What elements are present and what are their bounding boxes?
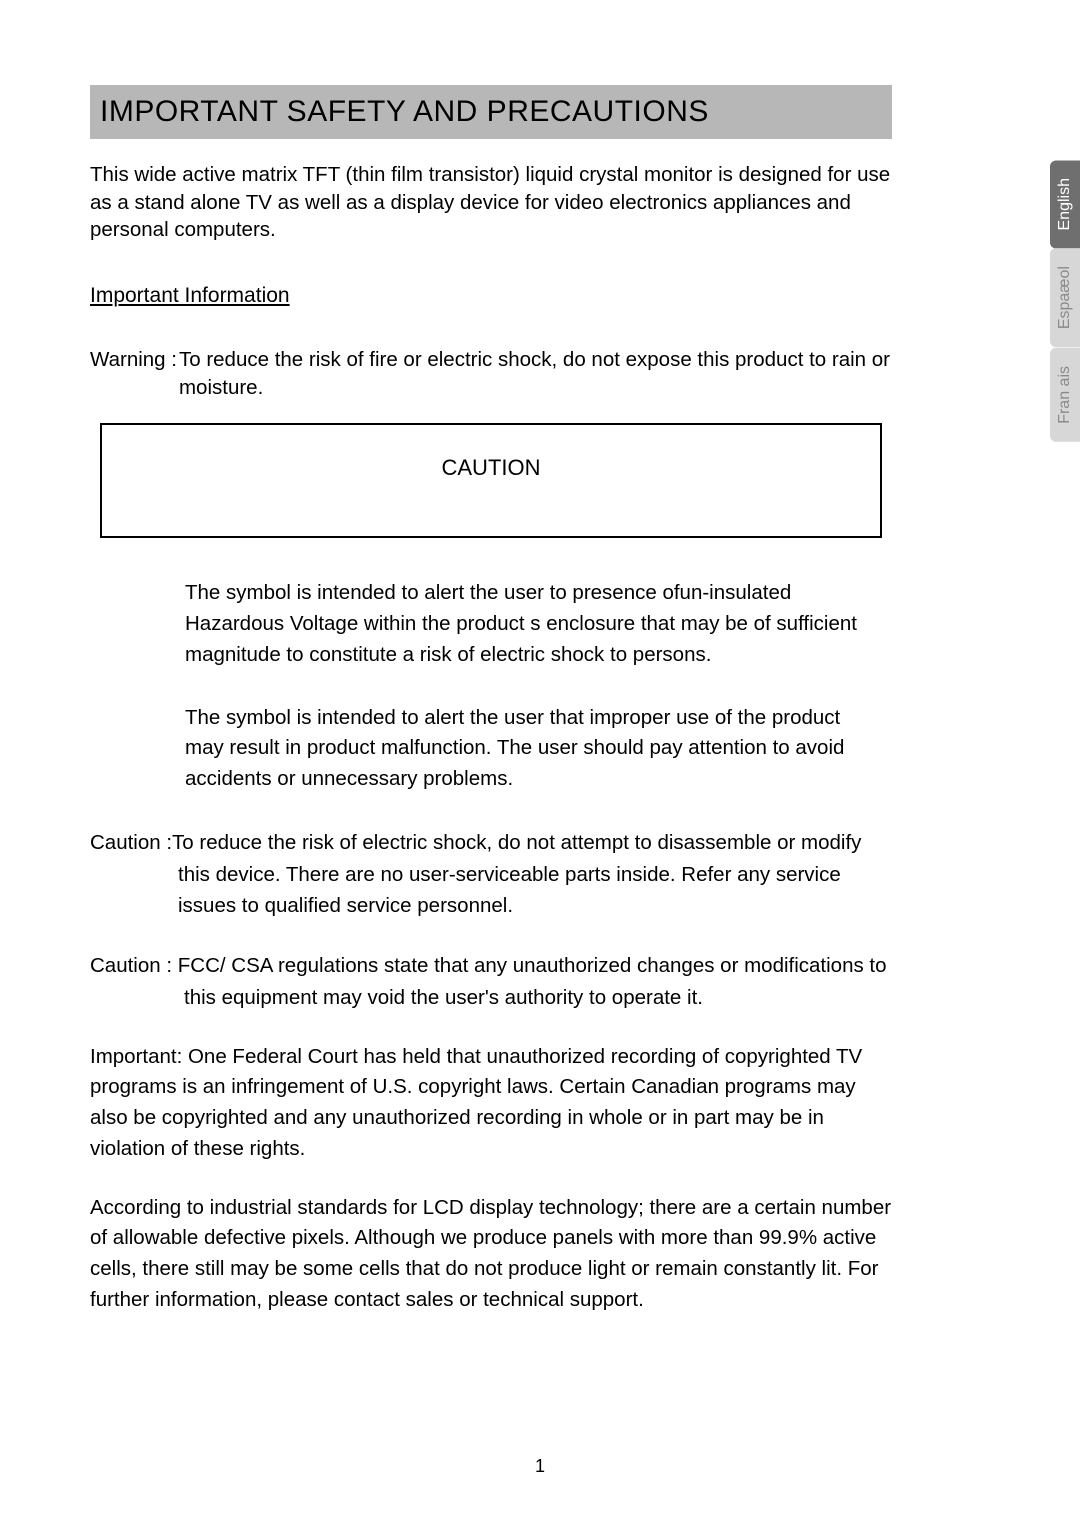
symbol-info-1: The symbol is intended to alert the user… (185, 578, 882, 670)
page-title: IMPORTANT SAFETY AND PRECAUTIONS (100, 95, 882, 129)
lang-tab-espanol[interactable]: Espaæol (1050, 248, 1080, 347)
title-bar: IMPORTANT SAFETY AND PRECAUTIONS (90, 85, 892, 139)
warning-text: To reduce the risk of fire or electric s… (179, 346, 892, 401)
caution-box: CAUTION (100, 423, 882, 538)
symbol-info-2: The symbol is intended to alert the user… (185, 703, 882, 795)
caution-paragraph-2: Caution : FCC/ CSA regulations state tha… (90, 950, 892, 1014)
warning-label: Warning : (90, 346, 179, 401)
lcd-note-paragraph: According to industrial standards for LC… (90, 1193, 892, 1316)
caution-box-label: CAUTION (442, 455, 541, 480)
important-paragraph: Important: One Federal Court has held th… (90, 1042, 892, 1165)
caution-2-text: Caution : FCC/ CSA regulations state tha… (90, 950, 892, 1014)
caution-1-text: Caution :To reduce the risk of electric … (90, 827, 892, 922)
warning-block: Warning : To reduce the risk of fire or … (90, 346, 892, 401)
page-number: 1 (0, 1456, 1080, 1477)
lang-tab-francais[interactable]: Fran ais (1050, 348, 1080, 442)
intro-paragraph: This wide active matrix TFT (thin film t… (90, 161, 892, 244)
document-page: IMPORTANT SAFETY AND PRECAUTIONS This wi… (0, 0, 1080, 1532)
lang-tab-english[interactable]: English (1050, 160, 1080, 248)
subheading-important-information: Important Information (90, 284, 310, 308)
caution-paragraph-1: Caution :To reduce the risk of electric … (90, 827, 892, 922)
content-area: IMPORTANT SAFETY AND PRECAUTIONS This wi… (90, 85, 892, 1316)
language-tabs: English Espaæol Fran ais (1050, 160, 1080, 441)
